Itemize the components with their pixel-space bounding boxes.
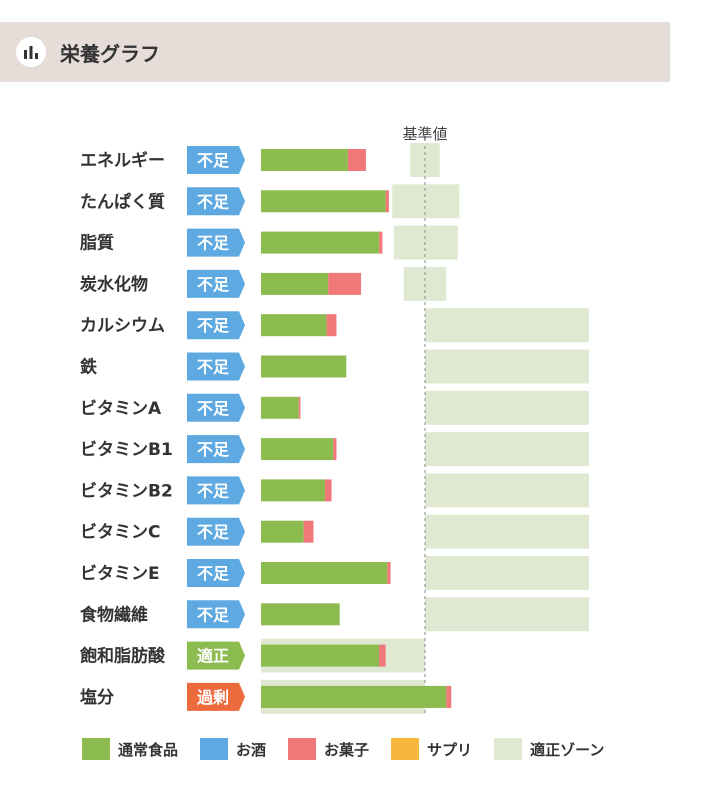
status-badge-label: 不足 xyxy=(197,605,230,624)
category-label: 炭水化物 xyxy=(80,274,148,295)
status-badge-label: 不足 xyxy=(197,275,230,294)
zone-band xyxy=(425,515,589,549)
bar-segment xyxy=(261,562,387,584)
bar-segment xyxy=(304,521,314,543)
category-label: 鉄 xyxy=(80,357,97,378)
chart-legend: 通常食品 お酒 お菓子 サプリ 適正ゾーン xyxy=(82,738,626,760)
category-label: たんぱく質 xyxy=(80,191,165,212)
zone-band xyxy=(425,432,589,466)
bar-segment xyxy=(261,190,386,212)
category-label: ビタミンB2 xyxy=(80,481,173,501)
bar-segment xyxy=(261,149,348,171)
bar-segment xyxy=(261,603,340,625)
bar-segment xyxy=(348,149,366,171)
legend-swatch-zone xyxy=(494,738,522,760)
category-label: 食物繊維 xyxy=(80,604,148,625)
zone-band xyxy=(425,308,589,342)
zone-band xyxy=(425,597,589,631)
bar-segment xyxy=(261,397,299,419)
zone-band xyxy=(425,350,589,384)
status-badge-label: 不足 xyxy=(197,440,230,459)
bar-segment xyxy=(333,438,336,460)
bar-segment xyxy=(446,686,451,708)
status-badge-label: 過剰 xyxy=(196,688,229,707)
zone-band xyxy=(392,184,459,218)
status-badge-label: 不足 xyxy=(197,564,230,583)
status-badge-label: 不足 xyxy=(197,234,230,253)
legend-label-snack: お菓子 xyxy=(324,739,369,760)
bar-segment xyxy=(379,232,382,254)
category-label: ビタミンC xyxy=(80,523,160,543)
reference-label: 基準値 xyxy=(402,125,447,143)
legend-item-alcohol: お酒 xyxy=(200,738,266,760)
category-label: エネルギー xyxy=(80,151,165,171)
legend-label-normal-food: 通常食品 xyxy=(118,739,178,760)
bar-segment xyxy=(299,397,301,419)
zone-band xyxy=(394,226,458,260)
status-badge-label: 不足 xyxy=(197,481,230,500)
status-badge-label: 不足 xyxy=(197,151,230,170)
category-label: カルシウム xyxy=(80,316,165,336)
category-label: ビタミンA xyxy=(80,399,162,419)
bar-segment xyxy=(386,190,389,212)
bar-segment xyxy=(325,479,332,501)
category-label: ビタミンE xyxy=(80,564,160,584)
status-badge-label: 不足 xyxy=(197,192,230,211)
bar-segment xyxy=(261,232,379,254)
legend-item-zone: 適正ゾーン xyxy=(494,738,604,760)
bar-segment xyxy=(261,314,327,336)
status-badge-label: 不足 xyxy=(197,523,230,542)
legend-swatch-alcohol xyxy=(200,738,228,760)
status-badge-label: 不足 xyxy=(197,399,230,418)
legend-label-zone: 適正ゾーン xyxy=(530,739,604,760)
category-label: 塩分 xyxy=(80,687,114,708)
category-label: ビタミンB1 xyxy=(80,440,173,460)
zone-band xyxy=(425,556,589,590)
category-label: 飽和脂肪酸 xyxy=(79,646,166,667)
bar-segment xyxy=(261,273,328,295)
bar-segment xyxy=(327,314,337,336)
zone-band xyxy=(425,473,589,507)
bar-segment xyxy=(261,645,379,667)
bar-segment xyxy=(261,521,304,543)
legend-item-snack: お菓子 xyxy=(288,738,369,760)
bar-segment xyxy=(261,356,346,378)
bar-segment xyxy=(379,645,386,667)
zone-band xyxy=(425,391,589,425)
category-label: 脂質 xyxy=(80,233,114,254)
legend-label-supplement: サプリ xyxy=(427,739,472,760)
legend-swatch-snack xyxy=(288,738,316,760)
legend-label-alcohol: お酒 xyxy=(236,739,266,760)
bar-segment xyxy=(261,438,333,460)
legend-item-normal-food: 通常食品 xyxy=(82,738,178,760)
legend-swatch-normal-food xyxy=(82,738,110,760)
status-badge-label: 不足 xyxy=(197,358,230,377)
bar-segment xyxy=(261,686,446,708)
legend-swatch-supplement xyxy=(391,738,419,760)
bar-segment xyxy=(387,562,390,584)
status-badge-label: 不足 xyxy=(197,316,230,335)
legend-item-supplement: サプリ xyxy=(391,738,472,760)
status-badge-label: 適正 xyxy=(197,647,229,666)
bar-segment xyxy=(261,479,325,501)
bar-segment xyxy=(328,273,361,295)
